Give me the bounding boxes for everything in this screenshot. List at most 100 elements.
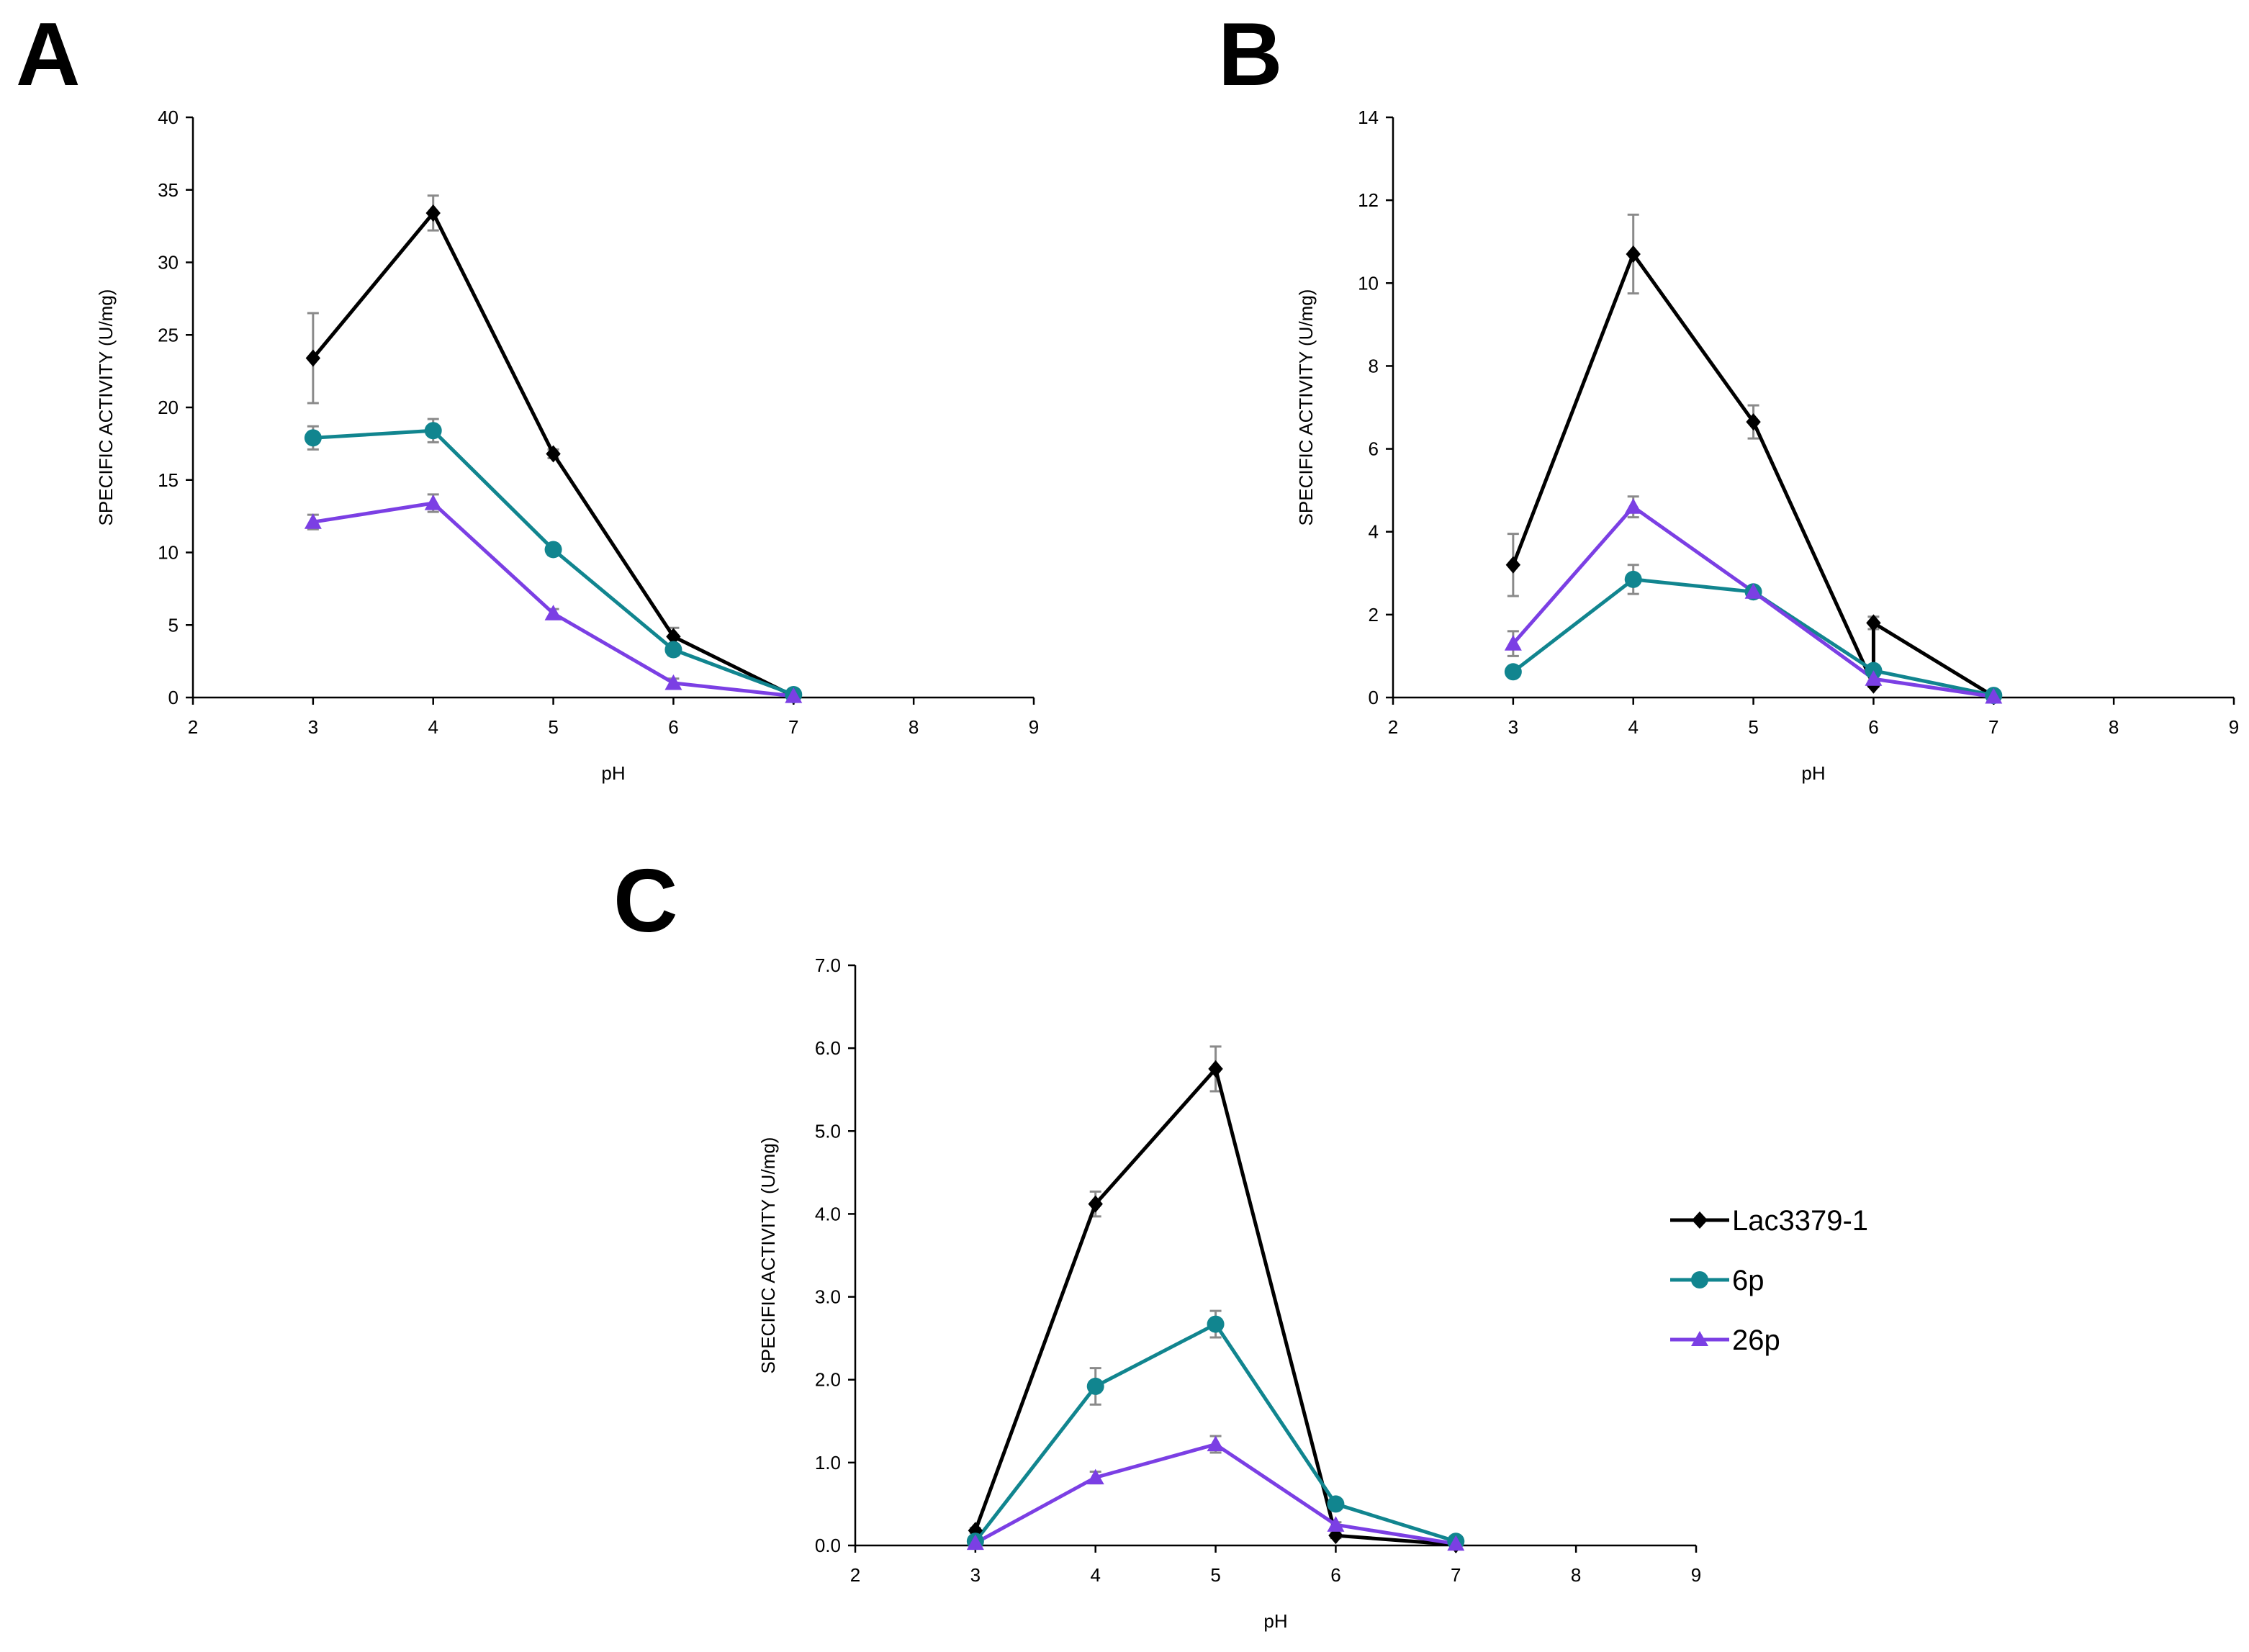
panel-b-y-tick-label: 2 [1369, 604, 1379, 626]
panel-c-x-tick-label: 6 [1330, 1564, 1340, 1586]
panel-a-x-tick-label: 5 [548, 716, 558, 738]
panel-b-y-tick-label: 14 [1358, 107, 1379, 128]
panel-a-x-tick-label: 2 [188, 716, 198, 738]
panel-c-y-tick-label: 3.0 [815, 1286, 841, 1308]
panel-c-lac3379-1-series-line [973, 1067, 1456, 1547]
panel-letter-a: A [16, 5, 81, 104]
panel-a-y-axis-title: SPECIFIC ACTIVITY (U/mg) [95, 289, 117, 526]
panel-a-y-tick-label: 40 [158, 107, 179, 128]
panel-c-6p-point [1086, 1377, 1104, 1395]
panel-b-lac3379-1-point [1866, 614, 1881, 632]
panel-a-y-tick-label: 0 [168, 687, 179, 708]
panel-c-x-tick-label: 7 [1451, 1564, 1461, 1586]
panel-a-6p-point [664, 641, 682, 659]
panel-c-y-tick-label: 6.0 [815, 1037, 841, 1059]
panel-a-y-tick-label: 35 [158, 179, 179, 201]
panel-b-y-tick-label: 0 [1369, 687, 1379, 708]
panel-a-y-tick-label: 30 [158, 252, 179, 274]
panel-c-y-tick-label: 5.0 [815, 1120, 841, 1142]
panel-b-x-tick-label: 4 [1628, 716, 1638, 738]
legend-item-26p: 26p [1670, 1324, 1780, 1356]
panel-b-y-tick-label: 10 [1358, 272, 1379, 294]
panel-a-x-axis-title: pH [601, 762, 625, 784]
panel-c-x-tick-label: 8 [1571, 1564, 1581, 1586]
panel-a-x-tick-label: 7 [788, 716, 798, 738]
panel-a-6p-point [544, 541, 562, 559]
panel-b-x-tick-label: 8 [2109, 716, 2119, 738]
panel-b-26p-point [1744, 583, 1762, 599]
panel-b-lac3379-1-point [1626, 245, 1641, 263]
panel-c-26p-series-line [974, 1443, 1456, 1546]
panel-c-x-tick-label: 3 [970, 1564, 981, 1586]
panel-a-6p-point [424, 422, 442, 440]
panel-a-26p-point [785, 687, 803, 703]
panel-a-26p-point [664, 674, 682, 690]
panel-b-x-tick-label: 9 [2229, 716, 2239, 738]
panel-c-26p-point [1447, 1535, 1465, 1551]
panel-c-y-tick-label: 1.0 [815, 1452, 841, 1473]
panel-b-26p-point [1985, 687, 2003, 704]
panel-a-26p-point [424, 494, 442, 510]
panel-c-6p-point [1207, 1315, 1225, 1333]
panel-a-x-tick-label: 3 [308, 716, 318, 738]
panel-b-x-axis-title: pH [1801, 762, 1825, 784]
panel-b-6p-point [1504, 663, 1522, 681]
panel-a-26p-point [304, 513, 322, 529]
panel-letter-b: B [1218, 5, 1283, 104]
panel-b-26p-point [1865, 670, 1883, 686]
panel-c-x-tick-label: 2 [850, 1564, 860, 1586]
panel-b-lac3379-1-point [1746, 413, 1761, 431]
panel-c-x-axis-title: pH [1263, 1610, 1287, 1632]
panel-b-lac3379-1-series-line [1511, 252, 1995, 698]
panel-a-lac3379-1-point [546, 445, 561, 463]
panel-c-y-axis-title: SPECIFIC ACTIVITY (U/mg) [757, 1137, 779, 1374]
panel-letter-c: C [613, 852, 678, 951]
panel-c-26p-point [1207, 1435, 1225, 1452]
panel-a-26p-point [544, 605, 562, 620]
panel-b-y-tick-label: 12 [1358, 189, 1379, 211]
panel-a-6p-point [304, 429, 322, 447]
panel-a-y-tick-label: 15 [158, 469, 179, 491]
panel-a-y-tick-label: 25 [158, 324, 179, 346]
panel-c-x-tick-label: 5 [1210, 1564, 1220, 1586]
panel-c-6p-series-line [973, 1322, 1457, 1543]
panel-b-x-tick-label: 5 [1748, 716, 1758, 738]
panel-a-x-tick-label: 4 [428, 716, 438, 738]
panel-a-6p-series-line [312, 428, 795, 697]
panel-c-y-tick-label: 4.0 [815, 1203, 841, 1224]
panel-c-26p-point [1086, 1468, 1104, 1485]
legend-item-lac3379: Lac3379-1 [1670, 1205, 1868, 1237]
panel-c-26p-point [966, 1534, 984, 1551]
panel-a-x-tick-label: 6 [668, 716, 678, 738]
chart-panel-a: 0 5 10 15 20 25 30 35 40 2 3 4 5 6 7 8 9 pH SPECIFIC ACTIV… [95, 107, 1039, 784]
panel-b-26p-series-line [1511, 505, 1994, 699]
panel-a-y-tick-label: 10 [158, 542, 179, 564]
legend-label-26p: 26p [1732, 1324, 1780, 1356]
panel-b-y-tick-label: 4 [1369, 521, 1379, 543]
panel-c-6p-point [1327, 1495, 1345, 1513]
panel-a-lac3379-1-point [305, 349, 321, 367]
panel-b-26p-point [1504, 635, 1522, 651]
panel-a-lac3379-1-point [666, 628, 681, 646]
panel-b-x-tick-label: 3 [1508, 716, 1518, 738]
panel-b-x-tick-label: 7 [1988, 716, 1998, 738]
panel-c-x-tick-label: 4 [1090, 1564, 1100, 1586]
panel-b-y-tick-label: 6 [1369, 438, 1379, 460]
legend-marker-6p [1691, 1271, 1708, 1288]
panel-c-lac3379-1-point [1208, 1060, 1223, 1078]
panel-b-x-tick-label: 6 [1868, 716, 1878, 738]
panel-c-x-tick-label: 9 [1691, 1564, 1701, 1586]
panel-c-lac3379-1-point [1088, 1195, 1103, 1213]
legend-item-6p: 6p [1670, 1265, 1765, 1296]
panel-a-y-tick-label: 5 [168, 614, 179, 636]
panel-c-y-tick-label: 7.0 [815, 954, 841, 976]
legend-marker-26p [1691, 1331, 1708, 1346]
panel-a-lac3379-1-point [425, 204, 441, 222]
panel-a-y-tick-label: 20 [158, 397, 179, 418]
panel-c-y-tick-label: 0.0 [815, 1535, 841, 1556]
panel-c-y-tick-label: 2.0 [815, 1369, 841, 1391]
panel-b-x-tick-label: 2 [1388, 716, 1398, 738]
panel-b-lac3379-1-point [1505, 556, 1521, 574]
